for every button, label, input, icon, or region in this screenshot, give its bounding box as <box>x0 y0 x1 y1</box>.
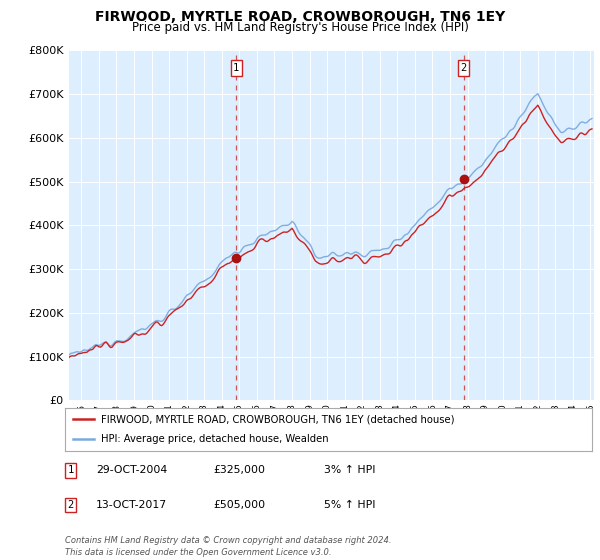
Text: 29-OCT-2004: 29-OCT-2004 <box>96 465 167 475</box>
Text: 3% ↑ HPI: 3% ↑ HPI <box>324 465 376 475</box>
Text: HPI: Average price, detached house, Wealden: HPI: Average price, detached house, Weal… <box>101 434 328 444</box>
Text: 1: 1 <box>233 63 239 73</box>
Text: Price paid vs. HM Land Registry's House Price Index (HPI): Price paid vs. HM Land Registry's House … <box>131 21 469 34</box>
Text: 1: 1 <box>68 465 74 475</box>
Text: FIRWOOD, MYRTLE ROAD, CROWBOROUGH, TN6 1EY (detached house): FIRWOOD, MYRTLE ROAD, CROWBOROUGH, TN6 1… <box>101 414 454 424</box>
Text: 13-OCT-2017: 13-OCT-2017 <box>96 500 167 510</box>
Text: 2: 2 <box>68 500 74 510</box>
Text: 5% ↑ HPI: 5% ↑ HPI <box>324 500 376 510</box>
Text: £325,000: £325,000 <box>213 465 265 475</box>
Text: £505,000: £505,000 <box>213 500 265 510</box>
Text: FIRWOOD, MYRTLE ROAD, CROWBOROUGH, TN6 1EY: FIRWOOD, MYRTLE ROAD, CROWBOROUGH, TN6 1… <box>95 10 505 24</box>
Text: 2: 2 <box>461 63 467 73</box>
Text: Contains HM Land Registry data © Crown copyright and database right 2024.
This d: Contains HM Land Registry data © Crown c… <box>65 536 391 557</box>
